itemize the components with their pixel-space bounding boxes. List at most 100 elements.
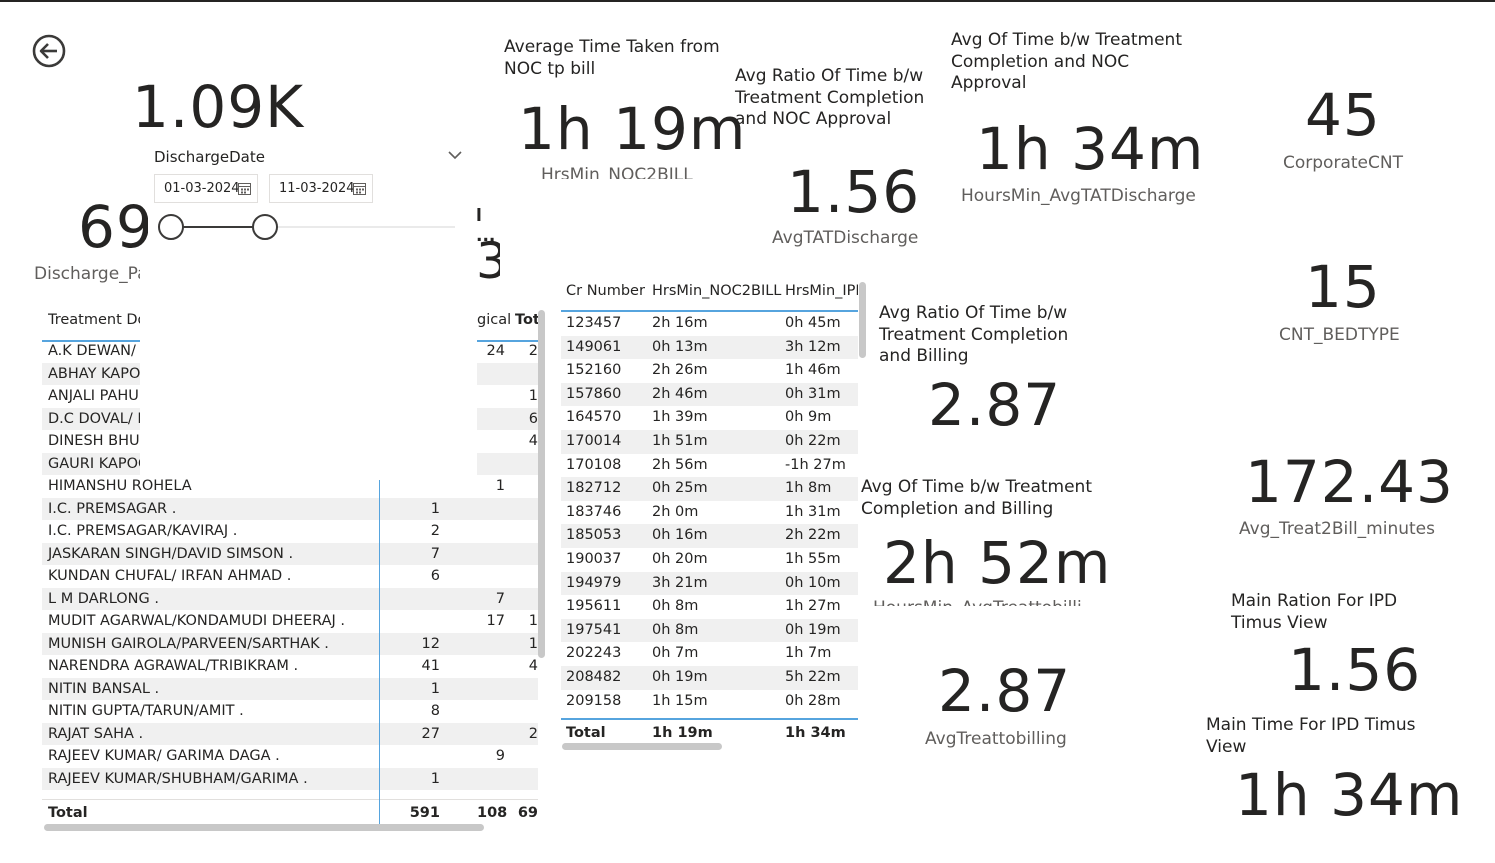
end-date-input[interactable]: 11-03-2024 [269,174,373,203]
doctor-name-cell: A.K DEWAN/ V [48,343,151,359]
table-row[interactable]: NITIN GUPTA/TARUN/AMIT . 8 [42,700,538,723]
table-row[interactable]: 208482 0h 19m 5h 22m [561,666,858,690]
value-cell: 2 [430,523,440,539]
cr-number-cell: 157860 [566,385,622,402]
treatment-table-vertical-scrollbar[interactable] [538,310,545,658]
cr-table-vertical-scrollbar[interactable] [859,282,866,358]
doctor-name-cell: GAURI KAPOC [48,455,149,472]
table-row[interactable]: 152160 2h 26m 1h 46m [561,359,858,383]
table-row[interactable]: ABHAY KAPO( [42,362,538,385]
noc2bill-cell: 1h 39m [652,409,708,426]
total-label: Total [48,805,88,821]
back-button[interactable] [32,34,66,68]
table-row[interactable]: 164570 1h 39m 0h 9m [561,406,858,430]
table-row[interactable]: 182712 0h 25m 1h 8m [561,477,858,501]
noc2bill-cell: 2h 26m [652,362,708,379]
table-row[interactable]: D.C DOVAL/ P 6 [42,407,538,430]
table-row[interactable]: RAJEEV KUMAR/ GARIMA DAGA . 9 [42,745,538,768]
table-row[interactable]: RAJEEV KUMAR/SHUBHAM/GARIMA . 1 [42,767,538,790]
cr-number-cell: 190037 [566,551,622,567]
table-row[interactable]: 170014 1h 51m 0h 22m [561,430,858,454]
ipd-cell: 5h 22m [785,669,841,685]
table-row[interactable]: MUNISH GAIROLA/PARVEEN/SARTHAK . 12 1 [42,632,538,655]
chevron-down-icon[interactable] [446,146,464,164]
doctor-name-cell: ANJALI PAHU. [48,388,144,404]
doctor-name-cell: NITIN GUPTA/TARUN/AMIT . [48,703,244,719]
doctor-name-cell: MUNISH GAIROLA/PARVEEN/SARTHAK . [48,635,329,652]
header-total[interactable]: Tot [515,312,539,328]
header-cr-number[interactable]: Cr Number [566,283,645,299]
doctor-name-cell: NARENDRA AGRAWAL/TRIBIKRAM . [48,658,299,674]
table-row[interactable]: 195611 0h 8m 1h 27m [561,595,858,619]
table-row[interactable]: KUNDAN CHUFAL/ IRFAN AHMAD . 6 [42,565,538,588]
corporate-label: CorporateCNT [1283,153,1403,173]
table-row[interactable]: 202243 0h 7m 1h 7m [561,642,858,666]
ratio-noc-value: 1.56 [787,158,921,226]
header-treatment-doctor[interactable]: Treatment Do [48,312,140,328]
surgical-cell: 24 [486,343,505,359]
table-row[interactable]: ANJALI PAHU. 1 [42,385,538,408]
header-surgical[interactable]: gical [477,312,511,328]
doctor-name-cell: JASKARAN SINGH/DAVID SIMSON . [48,545,294,562]
cr-table-horizontal-scrollbar[interactable] [562,743,722,750]
table-row[interactable]: JASKARAN SINGH/DAVID SIMSON . 7 [42,542,538,565]
table-row[interactable]: 157860 2h 46m 0h 31m [561,382,858,407]
table-row[interactable]: I.C. PREMSAGAR/KAVIRAJ . 2 [42,520,538,543]
table-row[interactable]: L M DARLONG . 7 [42,587,538,610]
header-hrsmin-noc2bill[interactable]: HrsMin_NOC2BILL [652,283,782,299]
doctor-name-cell: I.C. PREMSAGAR . [48,500,177,517]
table-header: Treatment Do gical Tot [42,308,539,342]
table-row[interactable]: NARENDRA AGRAWAL/TRIBIKRAM . 41 4 [42,655,538,678]
table-row[interactable]: 194979 3h 21m 0h 10m [561,571,858,596]
total-cell: 6 [528,410,538,427]
table-row[interactable]: 149061 0h 13m 3h 12m [561,335,858,360]
top-border [0,0,1495,2]
table-row[interactable]: NITIN BANSAL . 1 [42,677,538,700]
table-row[interactable]: 185053 0h 16m 2h 22m [561,524,858,548]
ipd-cell: 0h 19m [785,621,841,638]
table-row[interactable]: 197541 0h 8m 0h 19m [561,618,858,643]
treatment-doctor-table[interactable]: Treatment Do gical Tot A.K DEWAN/ V 24 2 AB… [42,308,540,828]
value-cell: 1 [430,680,440,697]
doctor-name-cell: RAJAT SAHA . [48,725,144,742]
header-hrsmin-ipd[interactable]: HrsMin_IPD [785,283,858,299]
table-row[interactable]: HIMANSHU ROHELA 1 [42,475,538,498]
table-row[interactable]: RAJAT SAHA . 27 2 [42,722,538,745]
cr-total-noc2bill: 1h 19m [652,725,713,741]
table-row[interactable]: GAURI KAPOC [42,452,538,475]
table-row[interactable]: 123457 2h 16m 0h 45m [561,312,858,336]
table-row[interactable]: 183746 2h 0m 1h 31m [561,501,858,525]
avgtreattobilling-label: AvgTreattobilling [925,729,1067,749]
treatment-table-horizontal-scrollbar[interactable] [44,824,484,831]
table-row[interactable]: A.K DEWAN/ V 24 2 [42,340,538,363]
table-row[interactable]: MUDIT AGARWAL/KONDAMUDI DHEERAJ . 17 1 [42,610,538,633]
noc2bill-title: Average Time Taken from NOC tp bill [504,37,720,79]
start-date-input[interactable]: 01-03-2024 [154,174,258,203]
avgtreattobilling-value: 2.87 [938,657,1072,725]
ipd-cell: 1h 46m [785,362,841,379]
calendar-icon[interactable] [238,182,251,195]
doctor-name-cell: KUNDAN CHUFAL/ IRFAN AHMAD . [48,568,292,584]
table-row[interactable]: I.C. PREMSAGAR . 1 [42,497,538,520]
doctor-name-cell: RAJEEV KUMAR/ GARIMA DAGA . [48,748,280,764]
slider-start-handle[interactable] [158,214,184,240]
surgical-cell: 9 [495,748,505,764]
surgical-cell: 1 [495,478,505,494]
noc2bill-cell: 0h 25m [652,480,708,497]
table-row[interactable]: 170108 2h 56m -1h 27m [561,454,858,478]
slider-track[interactable] [160,226,455,228]
surgical-cell: 7 [495,590,505,607]
column-divider [379,480,380,824]
slider-end-handle[interactable] [252,214,278,240]
table-row[interactable]: 209158 1h 15m 0h 28m [561,690,858,714]
discharge-date-slicer[interactable]: DischargeDate 01-03-2024 11-03-2024 [148,142,468,252]
cr-number-table[interactable]: Cr Number HrsMin_NOC2BILL HrsMin_IPD 123… [561,280,861,750]
calendar-icon[interactable] [353,182,366,195]
cr-number-cell: 149061 [566,338,622,355]
table-row[interactable]: DINESH BHUF 4 [42,430,538,453]
bedtype-value: 15 [1305,253,1381,321]
avg-noc-label: HoursMin_AvgTATDischarge [961,186,1196,206]
arrow-left-circle-icon [32,34,66,68]
table-row[interactable]: 190037 0h 20m 1h 55m [561,548,858,572]
discharge-label: Discharge_Pa [34,266,140,283]
